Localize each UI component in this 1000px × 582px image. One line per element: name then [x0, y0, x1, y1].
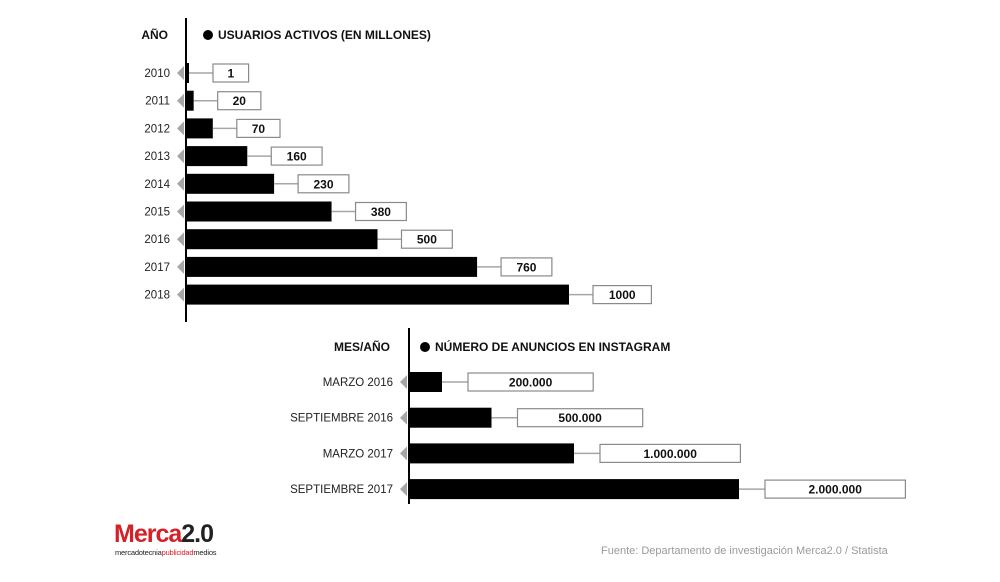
merca20-logo: Merca2.0 mercadotecniapublicidadmedios	[114, 520, 244, 564]
arrow-marker-marzo-2017	[400, 446, 407, 461]
value-box-septiembre-2016	[516, 408, 644, 428]
bar-septiembre-2017	[409, 479, 739, 500]
arrow-marker-2010	[177, 66, 184, 80]
arrow-marker-2014	[177, 176, 184, 191]
value-label-septiembre-2017: 2.000.000	[809, 483, 863, 497]
value-box-2012	[236, 118, 281, 139]
value-label-marzo-2017: 1.000.000	[644, 447, 698, 461]
value-label-2012: 70	[252, 122, 266, 136]
tick-label-2013: 2013	[144, 151, 170, 163]
value-box-marzo-2017	[599, 443, 741, 463]
arrow-marker-2016	[177, 232, 184, 247]
tick-label-2015: 2015	[144, 207, 170, 219]
value-label-2011: 20	[233, 94, 247, 108]
arrow-marker-marzo-2016	[400, 375, 407, 389]
category-header: MES/AÑO	[334, 339, 390, 354]
bar-septiembre-2016	[409, 407, 492, 428]
tick-label-2012: 2012	[144, 123, 170, 135]
value-box-2011	[217, 91, 262, 111]
logo-wordmark: Merca2.0	[114, 520, 214, 548]
bar-2018	[186, 284, 569, 305]
value-box-2014	[297, 174, 350, 194]
bar-2017	[186, 256, 478, 277]
bar-2014	[186, 173, 275, 194]
arrow-marker-2012	[177, 121, 184, 136]
tick-label-septiembre-2017: SEPTIEMBRE 2017	[290, 484, 393, 496]
source-note: Fuente: Departamento de investigación Me…	[601, 545, 888, 557]
value-label-2013: 160	[287, 150, 307, 164]
value-label-2014: 230	[313, 177, 333, 191]
value-label-2015: 380	[371, 205, 391, 219]
logo-main-text: Merca	[114, 520, 182, 548]
tick-label-2010: 2010	[144, 68, 170, 80]
tick-label-2017: 2017	[144, 262, 170, 274]
tick-label-marzo-2016: MARZO 2016	[323, 377, 393, 389]
value-box-marzo-2016	[467, 372, 594, 392]
value-label-septiembre-2016: 500.000	[558, 411, 602, 425]
arrow-marker-2018	[177, 287, 184, 302]
arrow-marker-2011	[177, 93, 184, 108]
tick-label-2018: 2018	[144, 290, 170, 302]
tick-label-2016: 2016	[144, 234, 170, 246]
bar-2016	[186, 229, 378, 250]
logo-tag-a: mercadotecnia	[115, 548, 162, 557]
bar-2010	[186, 63, 189, 83]
legend-series-label: USUARIOS ACTIVOS (EN MILLONES)	[218, 28, 431, 42]
bar-2012	[186, 118, 213, 139]
logo-suffix-text: 2.0	[181, 520, 214, 548]
tick-label-2011: 2011	[145, 96, 170, 108]
legend-series-label: NÚMERO DE ANUNCIOS EN INSTAGRAM	[435, 339, 670, 354]
instagram-ads-chart: MES/AÑO NÚMERO DE ANUNCIOS EN INSTAGRAM MA…	[290, 328, 906, 504]
value-box-2010	[212, 63, 250, 83]
value-box-2017	[500, 257, 553, 277]
tick-label-septiembre-2016: SEPTIEMBRE 2016	[290, 413, 393, 425]
tick-label-2014: 2014	[144, 179, 170, 191]
category-header: AÑO	[141, 27, 168, 42]
value-label-2010: 1	[227, 67, 234, 81]
value-label-marzo-2016: 200.000	[509, 376, 553, 390]
bar-2015	[186, 201, 332, 222]
arrow-marker-2017	[177, 259, 184, 274]
value-box-2013	[270, 146, 323, 166]
value-label-2016: 500	[417, 233, 437, 247]
legend-dot	[420, 342, 430, 352]
value-label-2017: 760	[516, 260, 536, 274]
value-box-2015	[354, 201, 407, 222]
bar-2013	[186, 146, 248, 167]
tick-label-marzo-2017: MARZO 2017	[323, 448, 393, 460]
bar-marzo-2017	[409, 443, 574, 464]
value-box-2018	[592, 285, 653, 305]
arrow-marker-septiembre-2016	[400, 410, 407, 425]
legend-dot	[203, 30, 213, 40]
value-box-2016	[400, 229, 453, 249]
value-box-septiembre-2017	[764, 479, 906, 499]
logo-tagline: mercadotecniapublicidadmedios	[115, 548, 217, 557]
bar-2011	[186, 90, 194, 111]
logo-tag-b: publicidad	[161, 548, 194, 557]
value-label-2018: 1000	[609, 288, 636, 302]
arrow-marker-2015	[177, 204, 184, 219]
active-users-chart: AÑO USUARIOS ACTIVOS (EN MILLONES) 2010 1 20…	[141, 18, 653, 322]
arrow-marker-septiembre-2017	[400, 482, 407, 497]
arrow-marker-2013	[177, 149, 184, 164]
logo-tag-c: medios	[193, 548, 217, 557]
bar-marzo-2016	[409, 372, 442, 392]
